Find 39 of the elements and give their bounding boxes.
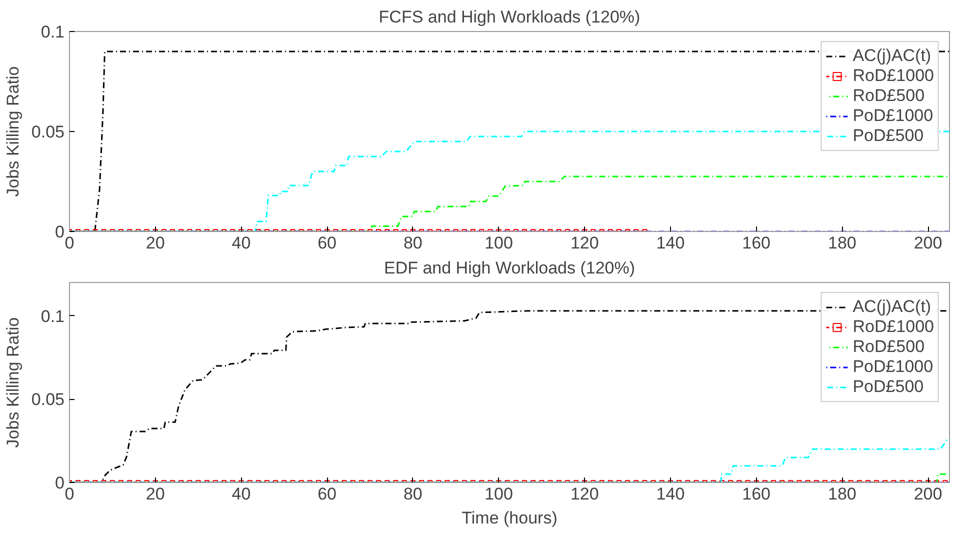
chart-title: FCFS and High Workloads (120%) xyxy=(378,8,640,26)
x-tick-label: 120 xyxy=(570,234,599,252)
x-tick-label: 20 xyxy=(146,484,165,504)
x-tick-label: 160 xyxy=(742,234,771,252)
y-axis-title: Jobs Killing Ratio xyxy=(3,317,22,448)
y-tick-label: 0.1 xyxy=(40,306,65,326)
legend-label: PoD£500 xyxy=(852,377,924,397)
x-axis-title: Time (hours) xyxy=(462,508,558,528)
legend-label: AC(j)AC(t) xyxy=(852,297,932,317)
x-tick-label: 140 xyxy=(656,234,685,252)
legend-label: PoD£1000 xyxy=(852,357,934,377)
x-tick-label: 120 xyxy=(570,484,599,504)
x-tick-label: 60 xyxy=(318,484,337,504)
y-tick-label: 0.05 xyxy=(31,390,65,410)
legend-label: RoD£1000 xyxy=(852,317,934,337)
x-tick-label: 100 xyxy=(484,484,513,504)
x-tick-label: 40 xyxy=(232,234,251,252)
x-tick-label: 20 xyxy=(146,234,165,252)
x-tick-label: 40 xyxy=(232,484,251,504)
x-tick-label: 100 xyxy=(484,234,513,252)
x-tick-label: 160 xyxy=(742,484,771,504)
x-tick-label: 60 xyxy=(318,234,337,252)
legend-label: RoD£1000 xyxy=(852,66,934,86)
legend-label: RoD£500 xyxy=(852,86,925,106)
y-axis-title: Jobs Killing Ratio xyxy=(3,66,22,197)
x-tick-label: 80 xyxy=(403,484,422,504)
legend-label: PoD£1000 xyxy=(852,106,934,126)
x-tick-label: 140 xyxy=(656,484,685,504)
x-tick-label: 80 xyxy=(403,234,422,252)
chart-title: EDF and High Workloads (120%) xyxy=(384,258,636,278)
legend-label: AC(j)AC(t) xyxy=(852,46,932,66)
legend-label: RoD£500 xyxy=(852,337,925,357)
x-tick-label: 180 xyxy=(828,484,856,504)
y-tick-label: 0.1 xyxy=(40,22,65,42)
x-tick-label: 200 xyxy=(914,234,942,252)
y-tick-label: 0.05 xyxy=(31,122,65,142)
x-tick-label: 200 xyxy=(914,484,942,504)
legend-label: PoD£500 xyxy=(852,126,924,146)
x-tick-label: 180 xyxy=(828,234,856,252)
